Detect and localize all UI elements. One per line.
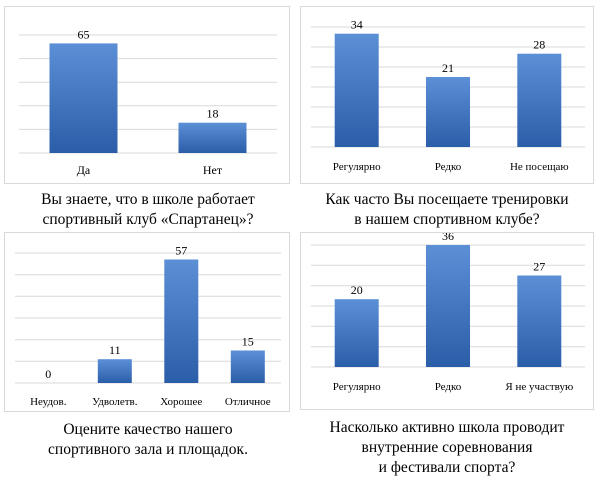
chart-2-caption-line-1: Как часто Вы посещаете тренировки [325,191,569,208]
category-label-4: Отличное [225,396,271,408]
category-label-3: Не посещаю [510,161,569,173]
category-label-1: Неудов. [30,396,67,408]
category-label-2: Нет [203,163,223,177]
data-label-4: 15 [242,335,254,349]
bar-1 [49,43,118,153]
chart-4-frame: 20 Регулярно 36 Редко 27 Я не участвую [300,232,594,410]
chart-1-caption-line-2: спортивный клуб «Спартанец»? [42,211,254,228]
category-label-2: Редко [435,161,462,173]
chart-2-caption: Как часто Вы посещаете тренировки в наше… [298,190,596,230]
chart-1: 65 Да 18 Нет [19,27,277,177]
data-label-1: 20 [351,283,363,297]
bar-2 [426,245,470,367]
chart-3-caption: Оцените качество нашего спортивного зала… [0,420,296,460]
category-label-1: Регулярно [333,381,381,393]
chart-2-caption-line-2: в нашем спортивном клубе? [354,211,540,228]
category-label-2: Редко [435,381,462,393]
chart-3-frame: 0 Неудов. 11 Удволетв. 57 Хорошее 15 Отличное [4,232,290,412]
chart-1-caption-line-1: Вы знаете, что в школе работает [41,191,255,208]
chart-1-caption: Вы знаете, что в школе работает спортивн… [0,190,296,230]
bar-3 [517,53,562,148]
chart-3-caption-line-1: Оцените качество нашего [63,421,233,438]
category-label-1: Регулярно [333,161,381,173]
data-label-3: 57 [175,244,187,258]
bar-2 [426,77,470,147]
chart-4-caption-line-2: внутренние соревнования [361,439,533,456]
data-label-2: 21 [442,61,454,75]
data-label-1: 34 [351,18,363,32]
data-label-1: 0 [45,367,51,381]
chart-1-frame: 65 Да 18 Нет [4,6,290,184]
data-label-2: 36 [442,233,454,243]
bar-1 [334,33,379,148]
chart-4: 20 Регулярно 36 Редко 27 Я не участвую [311,233,585,393]
chart-4-caption-line-1: Насколько активно школа проводит [329,419,565,436]
chart-3: 0 Неудов. 11 Удволетв. 57 Хорошее 15 Отличное [15,244,281,408]
chart-4-caption-line-3: и фестивали спорта? [378,459,516,476]
chart-2: 34 Регулярно 21 Редко 28 Не посещаю [311,18,585,173]
bar-2 [178,122,247,153]
chart-3-caption-line-2: спортивного зала и площадок. [48,441,248,458]
data-label-3: 28 [533,38,545,52]
bar-3 [164,259,199,383]
data-label-2: 11 [109,343,121,357]
bar-2 [97,359,132,383]
bar-1 [334,299,379,367]
category-label-1: Да [77,163,91,177]
category-label-3: Хорошее [160,396,202,408]
category-label-2: Удволетв. [92,396,138,408]
data-label-1: 65 [78,27,90,41]
data-label-3: 27 [533,260,545,274]
bar-3 [517,275,562,367]
category-label-3: Я не участвую [505,381,573,393]
chart-4-caption: Насколько активно школа проводит внутрен… [298,418,596,478]
data-label-2: 18 [207,107,219,121]
chart-2-frame: 34 Регулярно 21 Редко 28 Не посещаю [300,6,594,184]
bar-4 [230,350,265,383]
